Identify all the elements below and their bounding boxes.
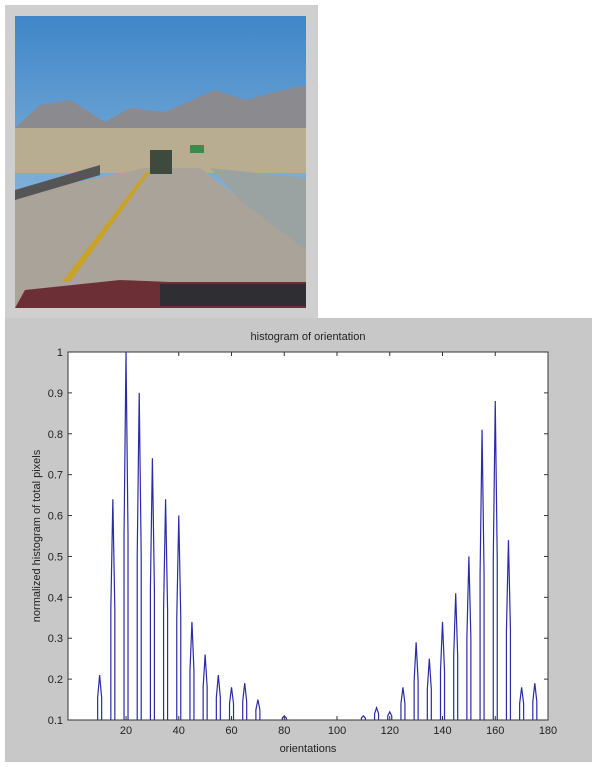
x-tick-label: 20 [120,725,132,737]
chart-title: histogram of orientation [251,331,366,343]
y-tick-label: 0.7 [48,470,63,482]
y-tick-label: 0.8 [48,429,63,441]
x-tick-label: 60 [225,725,237,737]
x-tick-label: 40 [173,725,185,737]
y-axis-label: normalized histogram of total pixels [31,449,43,622]
y-tick-label: 0.5 [48,551,63,563]
page: histogram of orientation orientations no… [0,0,592,762]
y-tick-label: 0.1 [48,715,63,727]
y-tick-label: 0.4 [48,592,63,604]
x-tick-label: 80 [278,725,290,737]
chart-panel: histogram of orientation orientations no… [5,318,592,762]
y-tick-label: 0.2 [48,674,63,686]
x-tick-label: 180 [539,725,557,737]
y-tick-label: 0.9 [48,388,63,400]
x-tick-label: 140 [433,725,451,737]
x-axis-label: orientations [280,743,337,755]
hood-shadow [160,284,306,306]
y-tick-label: 1 [57,347,63,359]
x-tick-label: 100 [328,725,346,737]
plot-area [68,352,548,720]
y-tick-label: 0.3 [48,633,63,645]
truck [150,150,172,174]
y-tick-label: 0.6 [48,511,63,523]
x-tick-label: 120 [381,725,399,737]
sign [190,145,204,153]
photo-panel [5,5,318,318]
x-tick-label: 160 [486,725,504,737]
